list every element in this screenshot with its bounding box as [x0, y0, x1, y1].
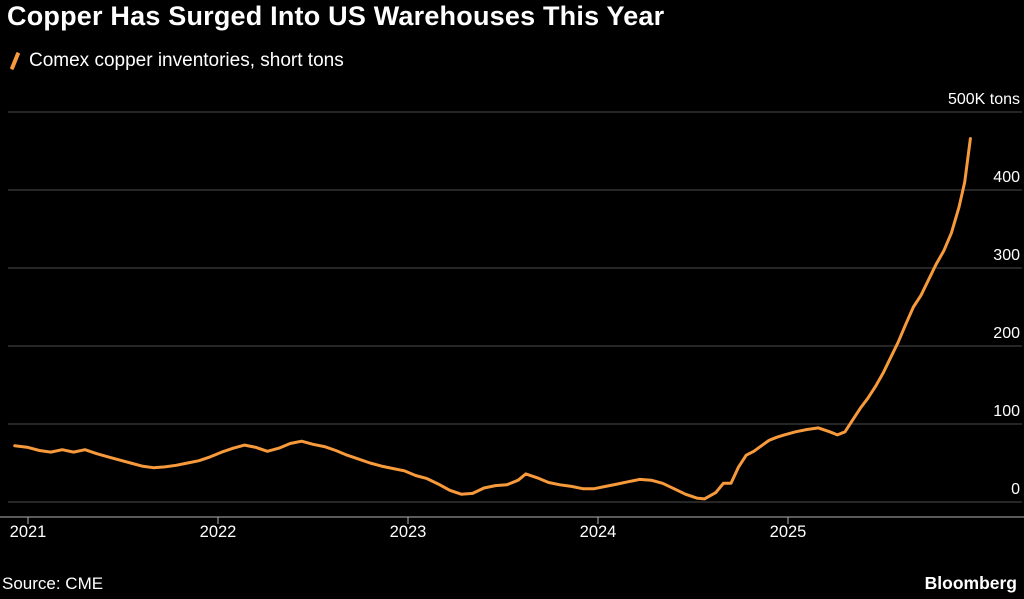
y-axis-label-300: 300	[993, 247, 1020, 264]
copper-inventory-line	[13, 137, 972, 501]
y-axis-label-0: 0	[1011, 481, 1020, 498]
y-axis-label-200: 200	[993, 325, 1020, 342]
x-axis-label-2024: 2024	[579, 523, 617, 541]
x-axis-label-2023: 2023	[389, 523, 427, 541]
y-axis-label-100: 100	[993, 403, 1020, 420]
y-axis-label-500k-tons: 500K tons	[947, 91, 1020, 108]
y-axis-label-400: 400	[993, 169, 1020, 186]
legend: Comex copper inventories, short tons	[9, 50, 344, 72]
bloomberg-logo: Bloomberg	[924, 573, 1017, 593]
x-axis-label-2025: 2025	[769, 523, 807, 541]
x-axis-label-2022: 2022	[199, 523, 237, 541]
legend-label: Comex copper inventories, short tons	[29, 50, 344, 71]
page-title: Copper Has Surged Into US Warehouses Thi…	[7, 1, 665, 31]
x-axis-label-2021: 2021	[9, 523, 47, 541]
source-label: Source: CME	[2, 574, 104, 593]
